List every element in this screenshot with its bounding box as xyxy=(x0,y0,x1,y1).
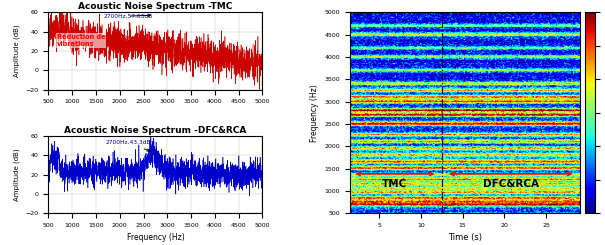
Y-axis label: Amplitude (dB): Amplitude (dB) xyxy=(13,148,20,201)
Y-axis label: Amplitude (dB): Amplitude (dB) xyxy=(13,24,20,77)
Text: 2700Hz,43.3dB: 2700Hz,43.3dB xyxy=(105,140,151,151)
Title: Acoustic Noise Spectrum -DFC&RCA: Acoustic Noise Spectrum -DFC&RCA xyxy=(64,126,247,135)
Text: TMC: TMC xyxy=(382,179,408,189)
X-axis label: Time (s): Time (s) xyxy=(448,233,482,243)
Text: 2700Hz,57.03dB: 2700Hz,57.03dB xyxy=(103,14,152,19)
Text: Réduction de
vibrations: Réduction de vibrations xyxy=(57,34,106,47)
Y-axis label: Frequency (Hz): Frequency (Hz) xyxy=(310,84,319,142)
Text: DFC&RCA: DFC&RCA xyxy=(483,179,538,189)
Title: Acoustic Noise Spectrum -TMC: Acoustic Noise Spectrum -TMC xyxy=(78,2,232,12)
X-axis label: Frequency (Hz): Frequency (Hz) xyxy=(126,233,185,243)
